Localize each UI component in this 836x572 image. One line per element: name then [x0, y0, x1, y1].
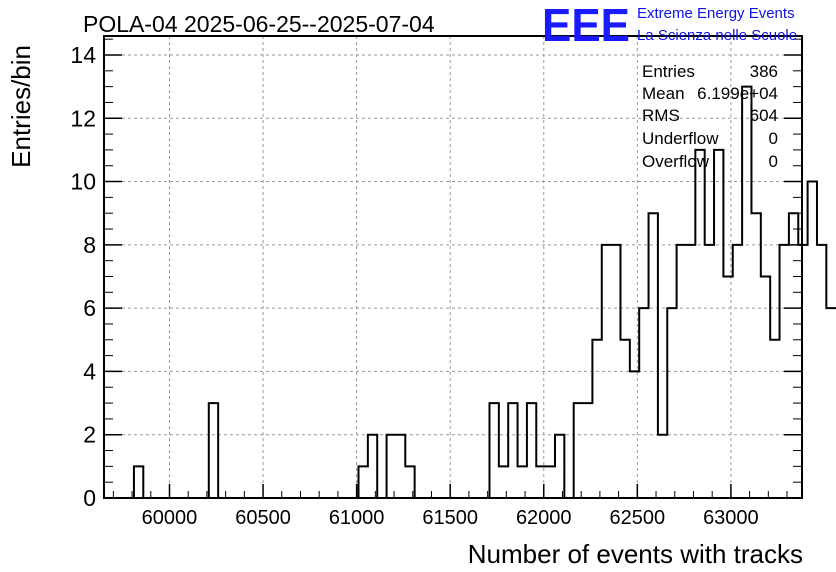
x-tick-label: 63000: [703, 507, 759, 529]
x-tick-label: 61000: [329, 507, 385, 529]
y-tick-label: 2: [83, 422, 96, 448]
stats-rms-label: RMS: [642, 106, 680, 125]
stats-mean-value: 6.199e+04: [697, 84, 778, 103]
y-tick-label: 8: [83, 232, 96, 258]
x-tick-label: 61500: [422, 507, 478, 529]
y-tick-label: 12: [70, 105, 96, 131]
logo-line-2: La Scienza nelle Scuole: [637, 27, 797, 44]
x-axis-ticks: 60000 60500 61000 61500 62000 62500 63000: [112, 484, 788, 529]
x-axis-label: Number of events with tracks: [468, 539, 803, 569]
y-tick-label: 0: [83, 485, 96, 511]
eee-logo: EEE Extreme Energy Events La Scienza nel…: [542, 0, 797, 51]
x-tick-label: 62000: [516, 507, 572, 529]
plot-frame: [103, 35, 803, 499]
y-tick-label: 6: [83, 295, 96, 321]
y-axis-ticks: 0 2 4 6 8 10 12 14: [70, 38, 802, 511]
x-tick-label: 60000: [142, 507, 198, 529]
stats-entries-label: Entries: [642, 62, 695, 81]
x-tick-label: 62500: [610, 507, 666, 529]
grid-lines: [104, 36, 802, 498]
stats-overflow-value: 0: [769, 152, 778, 171]
stats-rms-value: 604: [750, 106, 778, 125]
stats-underflow-label: Underflow: [642, 129, 719, 148]
stats-underflow-value: 0: [769, 129, 778, 148]
logo-mark: EEE: [542, 0, 630, 51]
stats-mean-label: Mean: [642, 84, 685, 103]
y-tick-label: 4: [83, 358, 96, 384]
stats-box: Entries 386 Mean 6.199e+04 RMS 604 Under…: [642, 62, 778, 171]
stats-entries-value: 386: [750, 62, 778, 81]
chart-title: POLA-04 2025-06-25--2025-07-04: [83, 11, 435, 37]
logo-line-1: Extreme Energy Events: [637, 5, 795, 22]
y-tick-label: 10: [70, 169, 96, 195]
x-tick-label: 60500: [235, 507, 291, 529]
y-axis-label: Entries/bin: [6, 45, 36, 168]
y-tick-label: 14: [70, 42, 96, 68]
stats-overflow-label: Overflow: [642, 152, 710, 171]
